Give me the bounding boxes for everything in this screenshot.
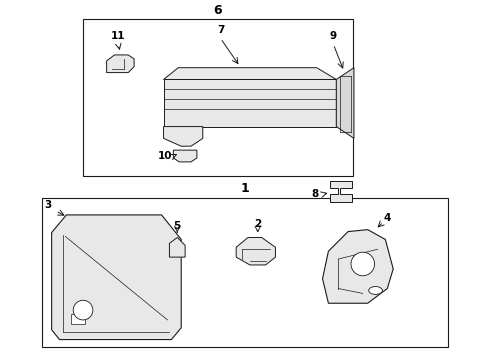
Text: 7: 7 (217, 26, 224, 35)
Polygon shape (322, 230, 393, 303)
Ellipse shape (368, 287, 382, 294)
Polygon shape (236, 238, 275, 265)
Text: 9: 9 (330, 31, 337, 41)
Polygon shape (71, 314, 85, 324)
Circle shape (73, 300, 93, 320)
Text: 5: 5 (173, 221, 181, 231)
Circle shape (351, 252, 374, 276)
Text: 6: 6 (214, 4, 222, 17)
Polygon shape (51, 215, 181, 339)
Polygon shape (107, 55, 134, 73)
Bar (83, 19, 353, 176)
Polygon shape (330, 181, 352, 202)
Text: 4: 4 (384, 213, 391, 223)
Text: 2: 2 (254, 219, 261, 229)
Polygon shape (164, 68, 336, 80)
Text: 3: 3 (44, 200, 51, 210)
Polygon shape (164, 80, 336, 127)
Bar (42, 198, 448, 347)
Polygon shape (336, 68, 354, 138)
Polygon shape (170, 238, 185, 257)
Text: 8: 8 (311, 189, 318, 199)
Polygon shape (173, 150, 197, 162)
Text: 11: 11 (111, 31, 125, 41)
Text: 10: 10 (158, 151, 173, 161)
Text: 1: 1 (241, 182, 249, 195)
Polygon shape (164, 127, 203, 146)
